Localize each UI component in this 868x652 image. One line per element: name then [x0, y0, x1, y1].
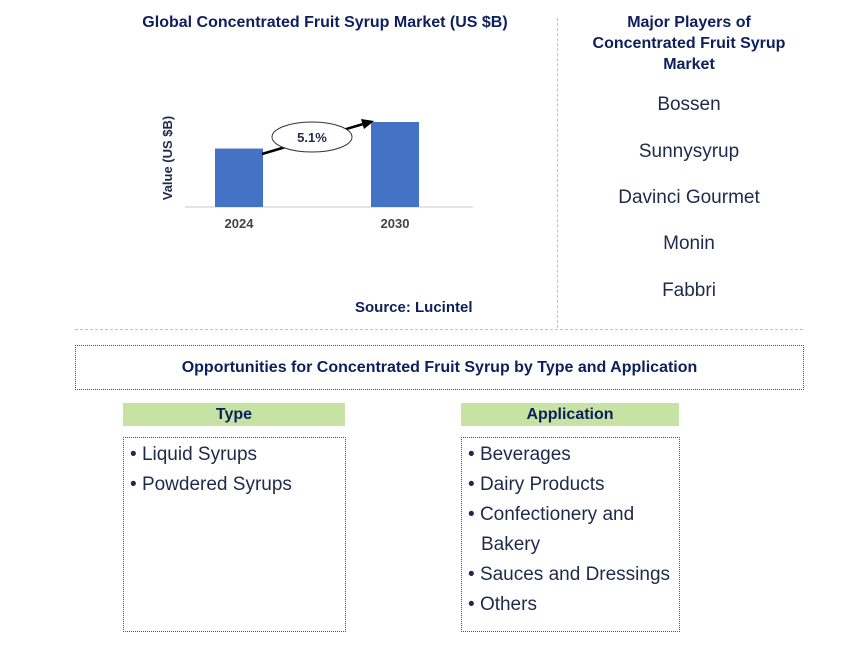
type-item: Powdered Syrups — [130, 470, 339, 500]
x-tick-label: 2024 — [225, 216, 255, 231]
type-list-box: Liquid Syrups Powdered Syrups — [123, 437, 346, 632]
opportunities-title-text: Opportunities for Concentrated Fruit Syr… — [181, 358, 698, 376]
source-label: Source: Lucintel — [355, 299, 473, 316]
chart-title: Global Concentrated Fruit Syrup Market (… — [142, 14, 508, 31]
bar-2030 — [371, 122, 419, 207]
bar-2024 — [215, 148, 263, 207]
opportunities-title: Opportunities for Concentrated Fruit Syr… — [75, 345, 804, 390]
player-item: Monin — [663, 233, 715, 254]
application-item: Beverages — [468, 440, 673, 470]
player-item: Sunnysyrup — [638, 141, 740, 162]
application-item: Confectionery and Bakery — [468, 500, 673, 560]
application-list-box: Beverages Dairy Products Confectionery a… — [461, 437, 680, 632]
y-axis-label: Value (US $B) — [160, 116, 175, 201]
player-item: Bossen — [657, 94, 721, 115]
application-header: Application — [461, 403, 679, 426]
vertical-divider — [557, 18, 558, 328]
growth-annotation: 5.1% — [297, 130, 327, 145]
player-item: Fabbri — [662, 280, 716, 301]
application-item: Dairy Products — [468, 470, 673, 500]
players-title: Major Players of Concentrated Fruit Syru… — [592, 14, 786, 73]
player-item: Davinci Gourmet — [618, 187, 760, 208]
application-item: Others — [468, 590, 673, 620]
growth-annotation-bubble — [271, 121, 353, 153]
type-list: Liquid Syrups Powdered Syrups — [130, 440, 339, 500]
bar-chart: Value (US $B) 2024 2030 5.1% — [160, 116, 473, 231]
x-tick-label: 2030 — [381, 216, 410, 231]
growth-arrowhead — [361, 119, 374, 129]
horizontal-divider — [75, 329, 803, 330]
application-item: Sauces and Dressings — [468, 560, 673, 590]
type-header: Type — [123, 403, 345, 426]
type-item: Liquid Syrups — [130, 440, 339, 470]
application-list: Beverages Dairy Products Confectionery a… — [468, 440, 673, 620]
